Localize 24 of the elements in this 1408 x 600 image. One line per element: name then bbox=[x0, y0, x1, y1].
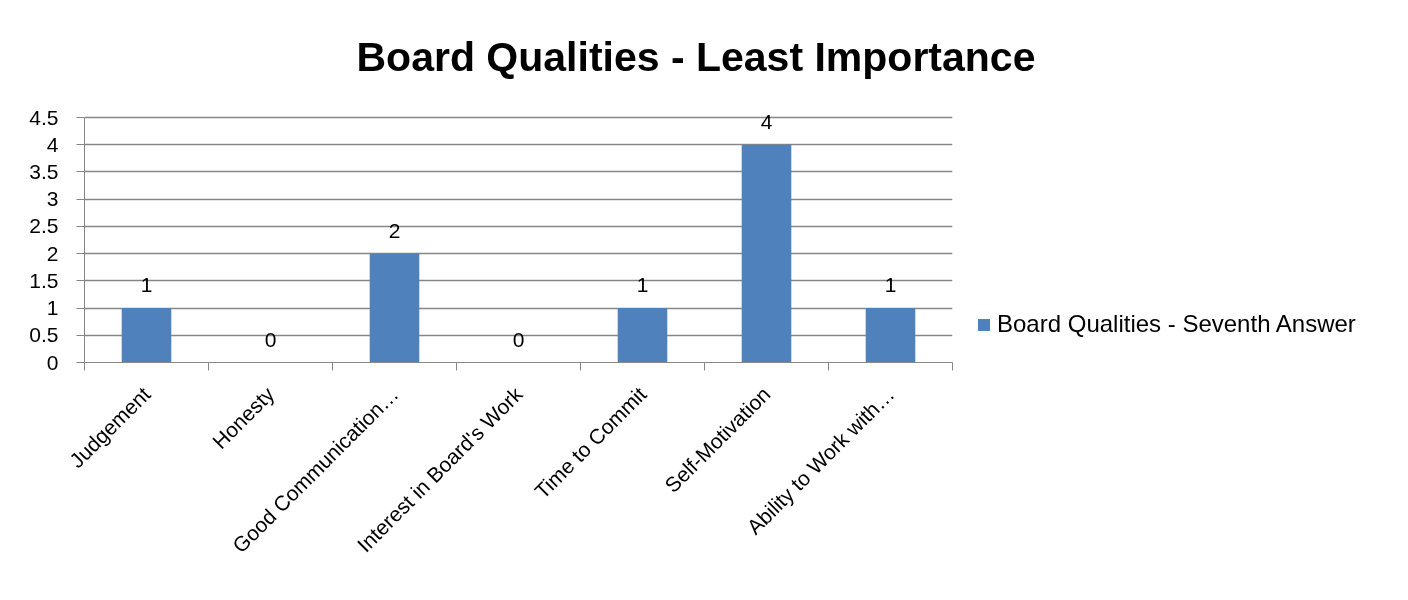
bar bbox=[617, 308, 668, 363]
y-tick-label: 4.5 bbox=[29, 105, 59, 129]
y-tick-label: 1 bbox=[46, 296, 59, 320]
bar bbox=[741, 144, 792, 363]
y-tick-label: 3 bbox=[46, 187, 59, 211]
y-tick-label: 2.5 bbox=[29, 214, 59, 238]
y-tick-label: 2 bbox=[46, 241, 59, 265]
bar bbox=[121, 308, 172, 363]
data-label: 1 bbox=[636, 273, 649, 297]
data-label: 0 bbox=[264, 327, 277, 351]
y-tick-label: 1.5 bbox=[29, 268, 59, 292]
y-tick-label: 0.5 bbox=[29, 323, 59, 347]
y-tick-label: 4 bbox=[46, 132, 59, 156]
data-label: 4 bbox=[760, 109, 773, 133]
chart-title: Board Qualities - Least Importance bbox=[356, 34, 1036, 80]
data-label: 1 bbox=[884, 273, 897, 297]
legend-label: Board Qualities - Seventh Answer bbox=[997, 310, 1356, 338]
bar bbox=[865, 308, 916, 363]
data-label: 0 bbox=[512, 327, 525, 351]
data-label: 2 bbox=[388, 218, 401, 242]
data-label: 1 bbox=[140, 273, 153, 297]
bar bbox=[369, 253, 420, 363]
y-tick-label: 0 bbox=[46, 350, 59, 374]
y-tick-label: 3.5 bbox=[29, 159, 59, 183]
